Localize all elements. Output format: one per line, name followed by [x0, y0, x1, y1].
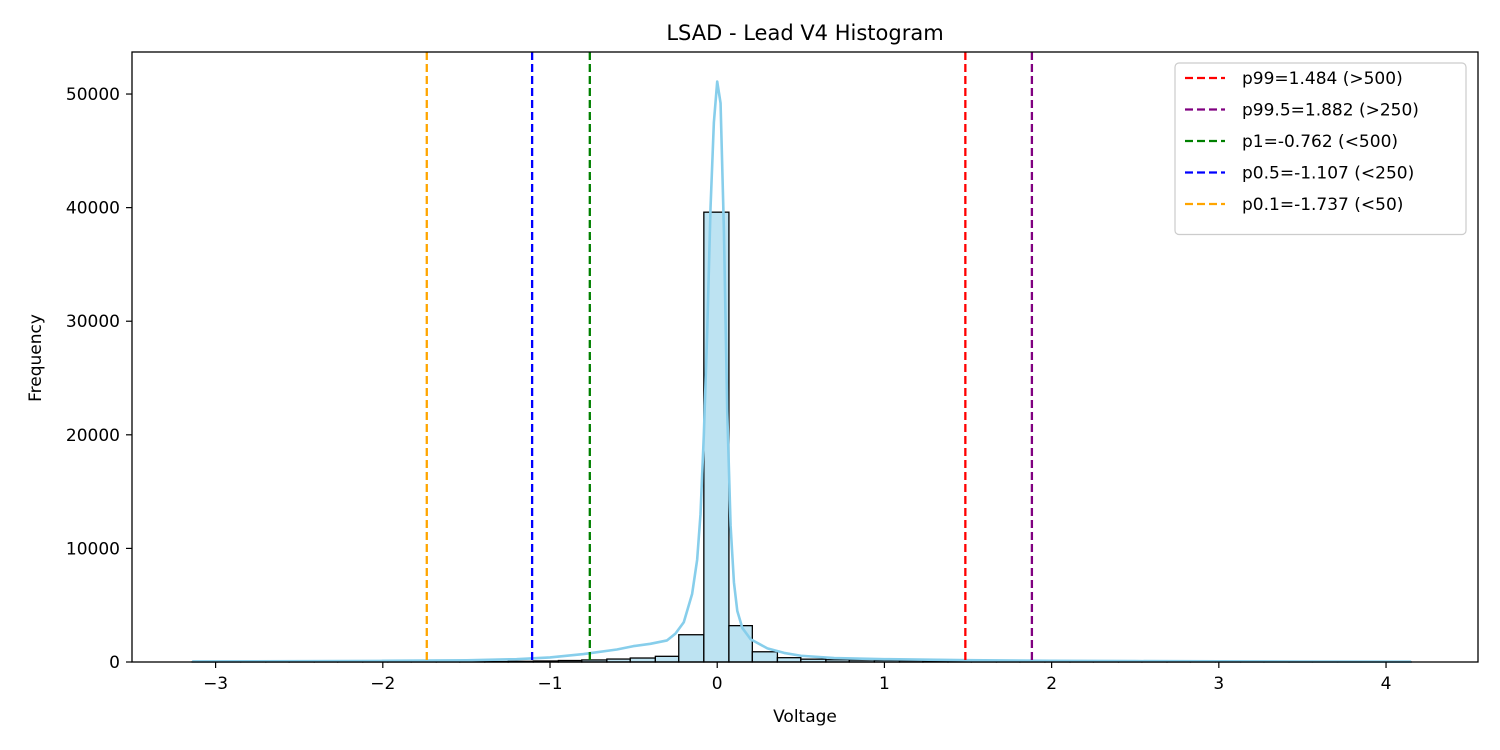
x-tick-label: 0	[712, 674, 723, 694]
legend-label: p99=1.484 (>500)	[1242, 69, 1403, 89]
legend-label: p99.5=1.882 (>250)	[1242, 101, 1419, 121]
kde-curve	[192, 80, 1412, 663]
legend-label: p0.5=-1.107 (<250)	[1242, 164, 1414, 184]
histogram-bar	[654, 655, 680, 663]
x-tick-label: 2	[1046, 674, 1057, 694]
kde-curve-group	[192, 80, 1412, 663]
x-axis-label: Voltage	[773, 707, 837, 727]
y-tick-label: 20000	[66, 426, 120, 446]
plot-area-frame	[131, 51, 1479, 663]
y-tick-label: 30000	[66, 312, 120, 332]
y-tick-label: 50000	[66, 85, 120, 105]
legend: p99=1.484 (>500) p99.5=1.882 (>250) p1=-0.…	[1174, 62, 1467, 236]
histogram-bar	[678, 634, 705, 663]
chart-title: LSAD - Lead V4 Histogram	[666, 21, 943, 45]
histogram-bars	[191, 211, 1412, 663]
y-axis-label: Frequency	[26, 314, 46, 402]
x-tick-label: 3	[1213, 674, 1224, 694]
y-axis-ticks: 0 10000 20000 30000 40000 50000	[66, 85, 132, 673]
x-tick-label: −2	[370, 674, 395, 694]
histogram-bar	[751, 651, 779, 663]
x-tick-label: −1	[537, 674, 562, 694]
legend-box	[1174, 62, 1467, 236]
histogram-bar	[728, 624, 753, 663]
x-axis-ticks: −3 −2 −1 0 1 2 3 4	[203, 662, 1391, 694]
percentile-lines	[425, 52, 1034, 662]
x-tick-label: −3	[203, 674, 228, 694]
y-tick-label: 40000	[66, 199, 120, 219]
y-tick-label: 10000	[66, 539, 120, 559]
x-tick-label: 4	[1381, 674, 1392, 694]
legend-label: p1=-0.762 (<500)	[1242, 132, 1398, 152]
legend-label: p0.1=-1.737 (<50)	[1242, 195, 1403, 215]
x-tick-label: 1	[879, 674, 890, 694]
y-tick-label: 0	[109, 653, 120, 673]
